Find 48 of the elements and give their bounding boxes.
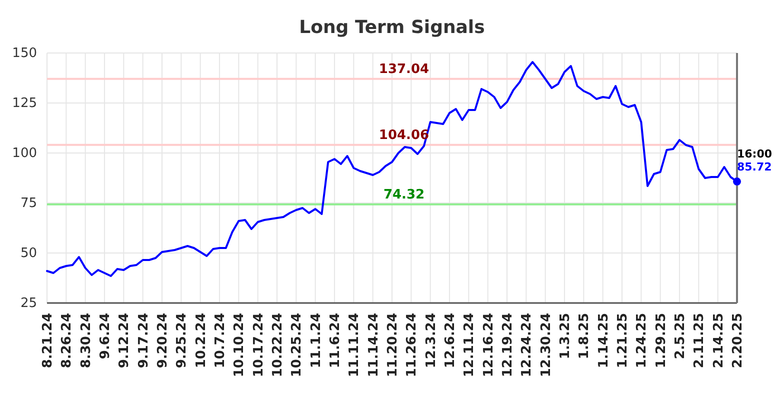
x-tick-label: 1.21.25: [616, 313, 631, 368]
x-tick-label: 10.2.24: [194, 313, 209, 368]
x-tick-label: 1.24.25: [634, 313, 650, 368]
x-tick-label: 12.19.24: [500, 313, 516, 378]
x-tick-label: 11.1.24: [308, 313, 324, 368]
x-tick-label: 2.14.25: [711, 313, 726, 368]
annotation: 85.72: [737, 160, 772, 174]
y-tick-label: 125: [12, 96, 37, 112]
x-tick-label: 1.3.25: [558, 313, 574, 360]
x-tick-label: 9.17.24: [136, 313, 152, 368]
ref-line-label: 137.04: [378, 62, 430, 77]
y-tick-label: 150: [12, 46, 37, 62]
y-tick-label: 50: [20, 246, 37, 262]
x-tick-label: 12.30.24: [538, 313, 554, 378]
x-tick-label: 12.16.24: [481, 313, 496, 378]
x-tick-label: 12.24.24: [520, 313, 535, 378]
x-tick-label: 12.6.24: [443, 313, 458, 368]
x-tick-label: 9.25.24: [174, 313, 190, 368]
x-tick-label: 8.30.24: [78, 313, 94, 368]
x-tick-label: 12.3.24: [424, 313, 439, 368]
x-tick-label: 10.7.24: [213, 313, 228, 368]
x-tick-label: 11.6.24: [328, 313, 344, 368]
x-tick-label: 1.29.25: [654, 313, 669, 368]
x-tick-label: 2.11.25: [692, 313, 708, 368]
x-tick-label: 11.14.24: [366, 313, 382, 378]
y-tick-label: 75: [20, 196, 37, 212]
x-tick-label: 10.25.24: [290, 313, 305, 378]
chart-title: Long Term Signals: [299, 17, 485, 38]
x-tick-label: 2.5.25: [673, 313, 688, 360]
x-tick-label: 1.8.25: [577, 313, 592, 360]
x-tick-label: 10.22.24: [270, 313, 286, 378]
x-tick-label: 11.11.24: [347, 313, 362, 378]
x-tick-label: 1.14.25: [596, 313, 612, 368]
x-tick-label: 9.12.24: [117, 313, 132, 368]
x-tick-label: 9.20.24: [156, 313, 171, 368]
x-tick-label: 11.20.24: [386, 313, 401, 378]
y-tick-label: 25: [20, 296, 37, 312]
ref-line-label: 74.32: [383, 187, 425, 202]
x-tick-label: 8.21.24: [40, 313, 56, 368]
x-tick-label: 8.26.24: [60, 313, 75, 368]
annotation: 16:00: [737, 148, 772, 161]
x-tick-label: 10.10.24: [232, 313, 248, 378]
x-tick-label: 12.11.24: [462, 313, 478, 378]
x-tick-label: 11.26.24: [404, 313, 420, 378]
x-tick-label: 9.6.24: [98, 313, 114, 360]
x-tick-label: 2.20.25: [730, 313, 746, 368]
y-tick-label: 100: [12, 146, 37, 162]
x-tick-label: 10.17.24: [251, 313, 266, 378]
